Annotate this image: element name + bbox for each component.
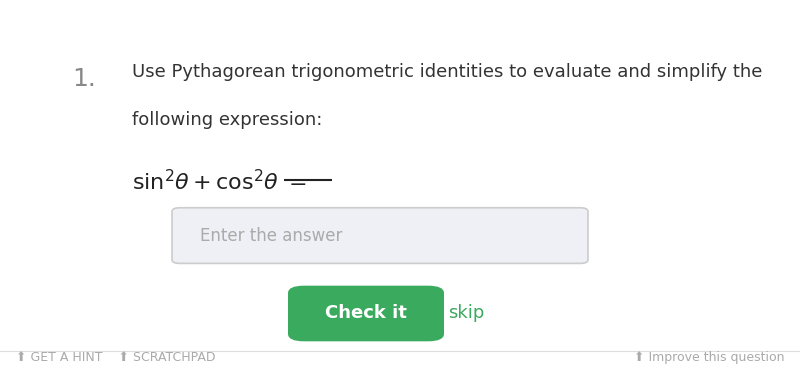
Text: 1.: 1. [72, 67, 96, 91]
FancyBboxPatch shape [172, 208, 588, 263]
Text: Use Pythagorean trigonometric identities to evaluate and simplify the: Use Pythagorean trigonometric identities… [132, 63, 762, 81]
Text: ⬆ Improve this question: ⬆ Improve this question [634, 351, 784, 364]
Text: $\sin^2\!\theta + \cos^2\!\theta\ =$: $\sin^2\!\theta + \cos^2\!\theta\ =$ [132, 169, 307, 194]
FancyBboxPatch shape [288, 286, 444, 341]
Text: skip: skip [448, 305, 484, 322]
Text: Enter the answer: Enter the answer [200, 227, 342, 244]
Text: Check it: Check it [325, 305, 407, 322]
Text: ⬆ GET A HINT    ⬆ SCRATCHPAD: ⬆ GET A HINT ⬆ SCRATCHPAD [16, 351, 215, 364]
Text: following expression:: following expression: [132, 111, 322, 129]
